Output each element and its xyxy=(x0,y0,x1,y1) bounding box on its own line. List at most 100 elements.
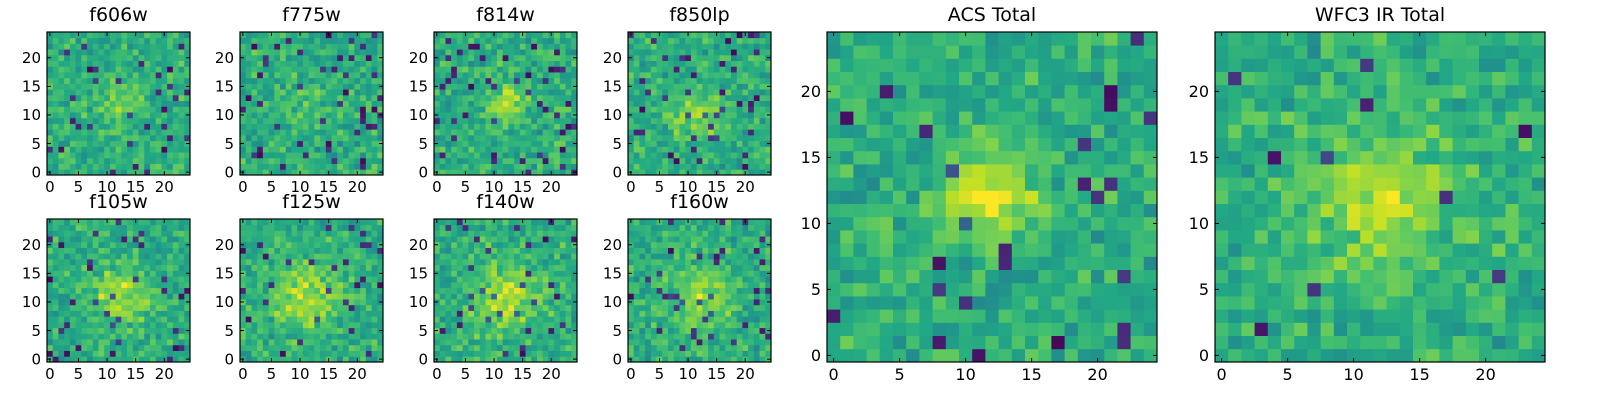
heatmap-cell xyxy=(75,236,82,243)
heatmap-cell xyxy=(439,224,446,231)
heatmap-cell xyxy=(251,163,258,170)
x-tick-label: 5 xyxy=(461,365,471,383)
heatmap-cell xyxy=(628,66,635,73)
heatmap-cell xyxy=(280,304,287,311)
heatmap-cell xyxy=(639,112,646,119)
heatmap-cell xyxy=(155,316,162,323)
heatmap-cell xyxy=(69,49,76,56)
heatmap-cell xyxy=(519,89,526,96)
heatmap-cell xyxy=(468,54,475,61)
y-tick-label: 15 xyxy=(409,265,428,283)
heatmap-cell xyxy=(479,333,486,340)
heatmap-cell xyxy=(161,344,168,351)
heatmap-cell xyxy=(58,241,65,248)
heatmap-cell xyxy=(172,32,179,39)
heatmap-cell xyxy=(525,281,532,289)
heatmap-cell xyxy=(138,72,145,79)
heatmap-cell xyxy=(178,89,185,96)
heatmap-cell xyxy=(360,54,367,61)
heatmap-cell xyxy=(456,60,463,67)
heatmap-cell xyxy=(531,32,538,39)
heatmap-cell xyxy=(314,100,321,107)
heatmap-cell xyxy=(348,344,355,351)
heatmap-cell xyxy=(702,276,709,283)
heatmap-cell xyxy=(172,230,179,237)
heatmap-cell xyxy=(342,77,350,84)
heatmap-cell xyxy=(559,270,566,277)
heatmap-cell xyxy=(531,152,538,159)
heatmap-cell xyxy=(702,83,709,90)
heatmap-cell xyxy=(445,259,452,266)
heatmap-cell xyxy=(75,146,82,153)
heatmap-cell xyxy=(559,146,566,153)
heatmap-cell xyxy=(565,106,572,113)
heatmap-cell xyxy=(536,247,544,254)
heatmap-cell xyxy=(52,276,59,283)
heatmap-cell xyxy=(291,140,298,147)
heatmap-cell xyxy=(302,219,310,226)
heatmap-cell xyxy=(92,163,99,170)
heatmap-cell xyxy=(251,350,258,357)
heatmap-cell xyxy=(365,264,372,271)
heatmap-cell xyxy=(172,72,179,79)
heatmap-cell xyxy=(274,117,281,124)
heatmap-cell xyxy=(639,152,646,159)
heatmap-cell xyxy=(685,157,692,164)
heatmap-cell xyxy=(167,112,174,119)
heatmap-cell xyxy=(708,83,715,90)
heatmap-cell xyxy=(713,152,720,159)
heatmap-cell xyxy=(542,276,549,283)
heatmap-cell xyxy=(92,264,99,271)
heatmap-cell xyxy=(713,321,720,329)
heatmap-cell xyxy=(155,66,162,73)
heatmap-cell xyxy=(554,219,561,226)
heatmap-cell xyxy=(439,287,446,294)
heatmap-cell xyxy=(354,54,361,61)
heatmap-cell xyxy=(708,316,715,323)
heatmap-cell xyxy=(491,72,498,79)
heatmap-cell xyxy=(308,327,315,334)
heatmap-cell xyxy=(508,117,515,124)
heatmap-cell xyxy=(639,270,646,277)
heatmap-cell xyxy=(365,224,372,231)
heatmap-cell xyxy=(64,72,71,79)
heatmap-cell xyxy=(251,123,258,130)
heatmap-cell xyxy=(656,72,663,79)
heatmap-cell xyxy=(542,117,549,124)
heatmap-cell xyxy=(320,356,327,363)
heatmap-cell xyxy=(702,117,709,124)
heatmap-cell xyxy=(742,49,749,56)
heatmap-cell xyxy=(491,259,498,266)
heatmap-cell xyxy=(69,129,76,136)
heatmap-cell xyxy=(138,163,145,170)
heatmap-cell xyxy=(628,281,635,289)
heatmap-cell xyxy=(354,100,361,107)
heatmap-cell xyxy=(371,60,378,67)
heatmap-cell xyxy=(132,339,139,346)
heatmap-cell xyxy=(633,321,640,329)
heatmap-cell xyxy=(262,94,269,102)
heatmap-cell xyxy=(331,54,338,61)
heatmap-cell xyxy=(354,89,361,96)
heatmap-cell xyxy=(474,134,481,142)
heatmap-cell xyxy=(496,344,504,351)
heatmap-cell xyxy=(725,339,732,346)
heatmap-cell xyxy=(257,276,264,283)
heatmap-cell xyxy=(548,49,555,56)
heatmap-cell xyxy=(52,32,59,39)
heatmap-cell xyxy=(439,94,446,102)
heatmap-cell xyxy=(149,163,157,170)
heatmap-cell xyxy=(719,43,726,50)
heatmap-cell xyxy=(662,129,669,136)
heatmap-cell xyxy=(104,310,111,317)
heatmap-cell xyxy=(451,356,458,363)
heatmap-cell xyxy=(360,264,367,271)
heatmap-cell xyxy=(184,100,191,107)
heatmap-cell xyxy=(479,287,486,294)
heatmap-cell xyxy=(559,163,566,170)
heatmap-cell xyxy=(69,339,76,346)
heatmap-cell xyxy=(554,117,561,124)
heatmap-cell xyxy=(702,123,709,130)
heatmap-cell xyxy=(456,152,463,159)
heatmap-cell xyxy=(502,129,509,136)
